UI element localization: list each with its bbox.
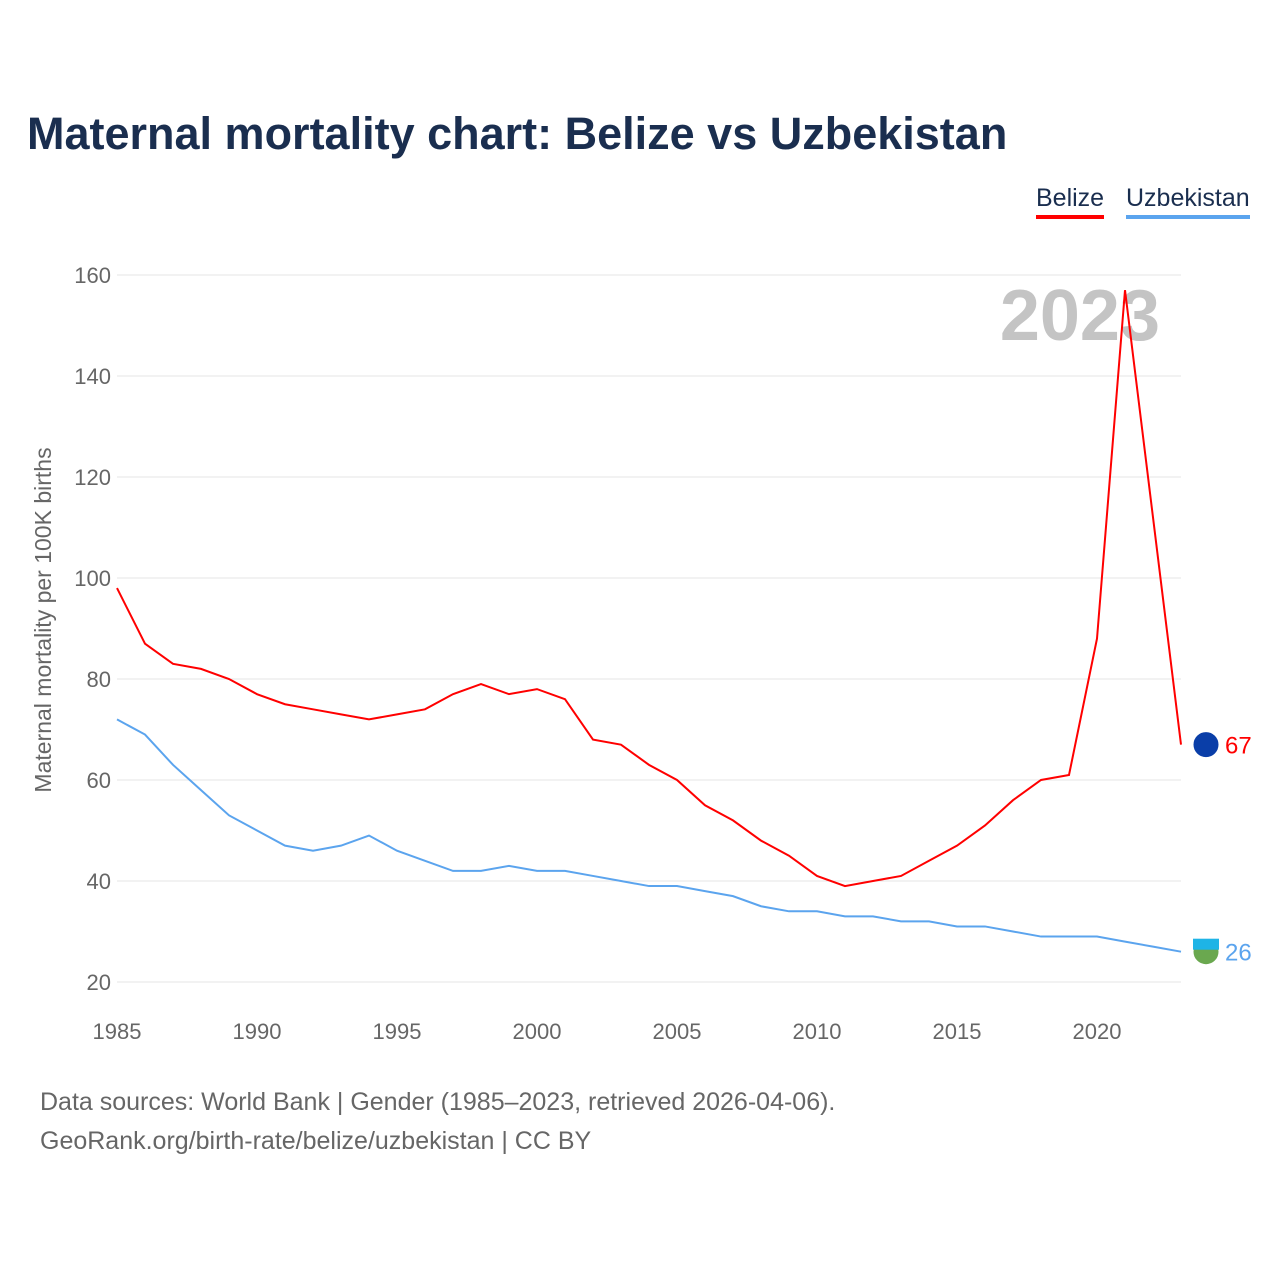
y-tick-label: 40 [87,869,111,894]
end-value-label: 26 [1225,940,1252,967]
source-line-1: Data sources: World Bank | Gender (1985–… [40,1088,836,1116]
year-watermark: 2023 [1000,276,1160,356]
x-tick-label: 1995 [373,1019,422,1044]
x-tick-label: 2010 [793,1019,842,1044]
x-tick-label: 2000 [513,1019,562,1044]
y-tick-label: 20 [87,970,111,995]
y-tick-label: 120 [74,465,111,490]
legend-uzbekistan[interactable]: Uzbekistan [1126,184,1250,219]
x-tick-label: 1985 [93,1019,142,1044]
chart-title: Maternal mortality chart: Belize vs Uzbe… [27,108,1008,159]
y-tick-label: 100 [74,566,111,591]
x-tick-label: 1990 [233,1019,282,1044]
y-axis-label: Maternal mortality per 100K births [30,447,56,792]
source-line-2[interactable]: GeoRank.org/birth-rate/belize/uzbekistan… [40,1127,592,1155]
legend-belize[interactable]: Belize [1036,184,1105,219]
series-line-belize [116,290,1182,888]
y-tick-label: 80 [87,667,111,692]
flag-icon-belize [1192,731,1220,759]
y-tick-label: 160 [74,263,111,288]
x-tick-label: 2015 [933,1019,982,1044]
x-tick-label: 2020 [1073,1019,1122,1044]
y-tick-label: 60 [87,768,111,793]
flag-band [1193,938,1219,950]
end-value-label: 67 [1225,733,1252,760]
series-line-uzbekistan [116,718,1182,953]
y-tick-label: 140 [74,364,111,389]
x-tick-label: 2005 [653,1019,702,1044]
